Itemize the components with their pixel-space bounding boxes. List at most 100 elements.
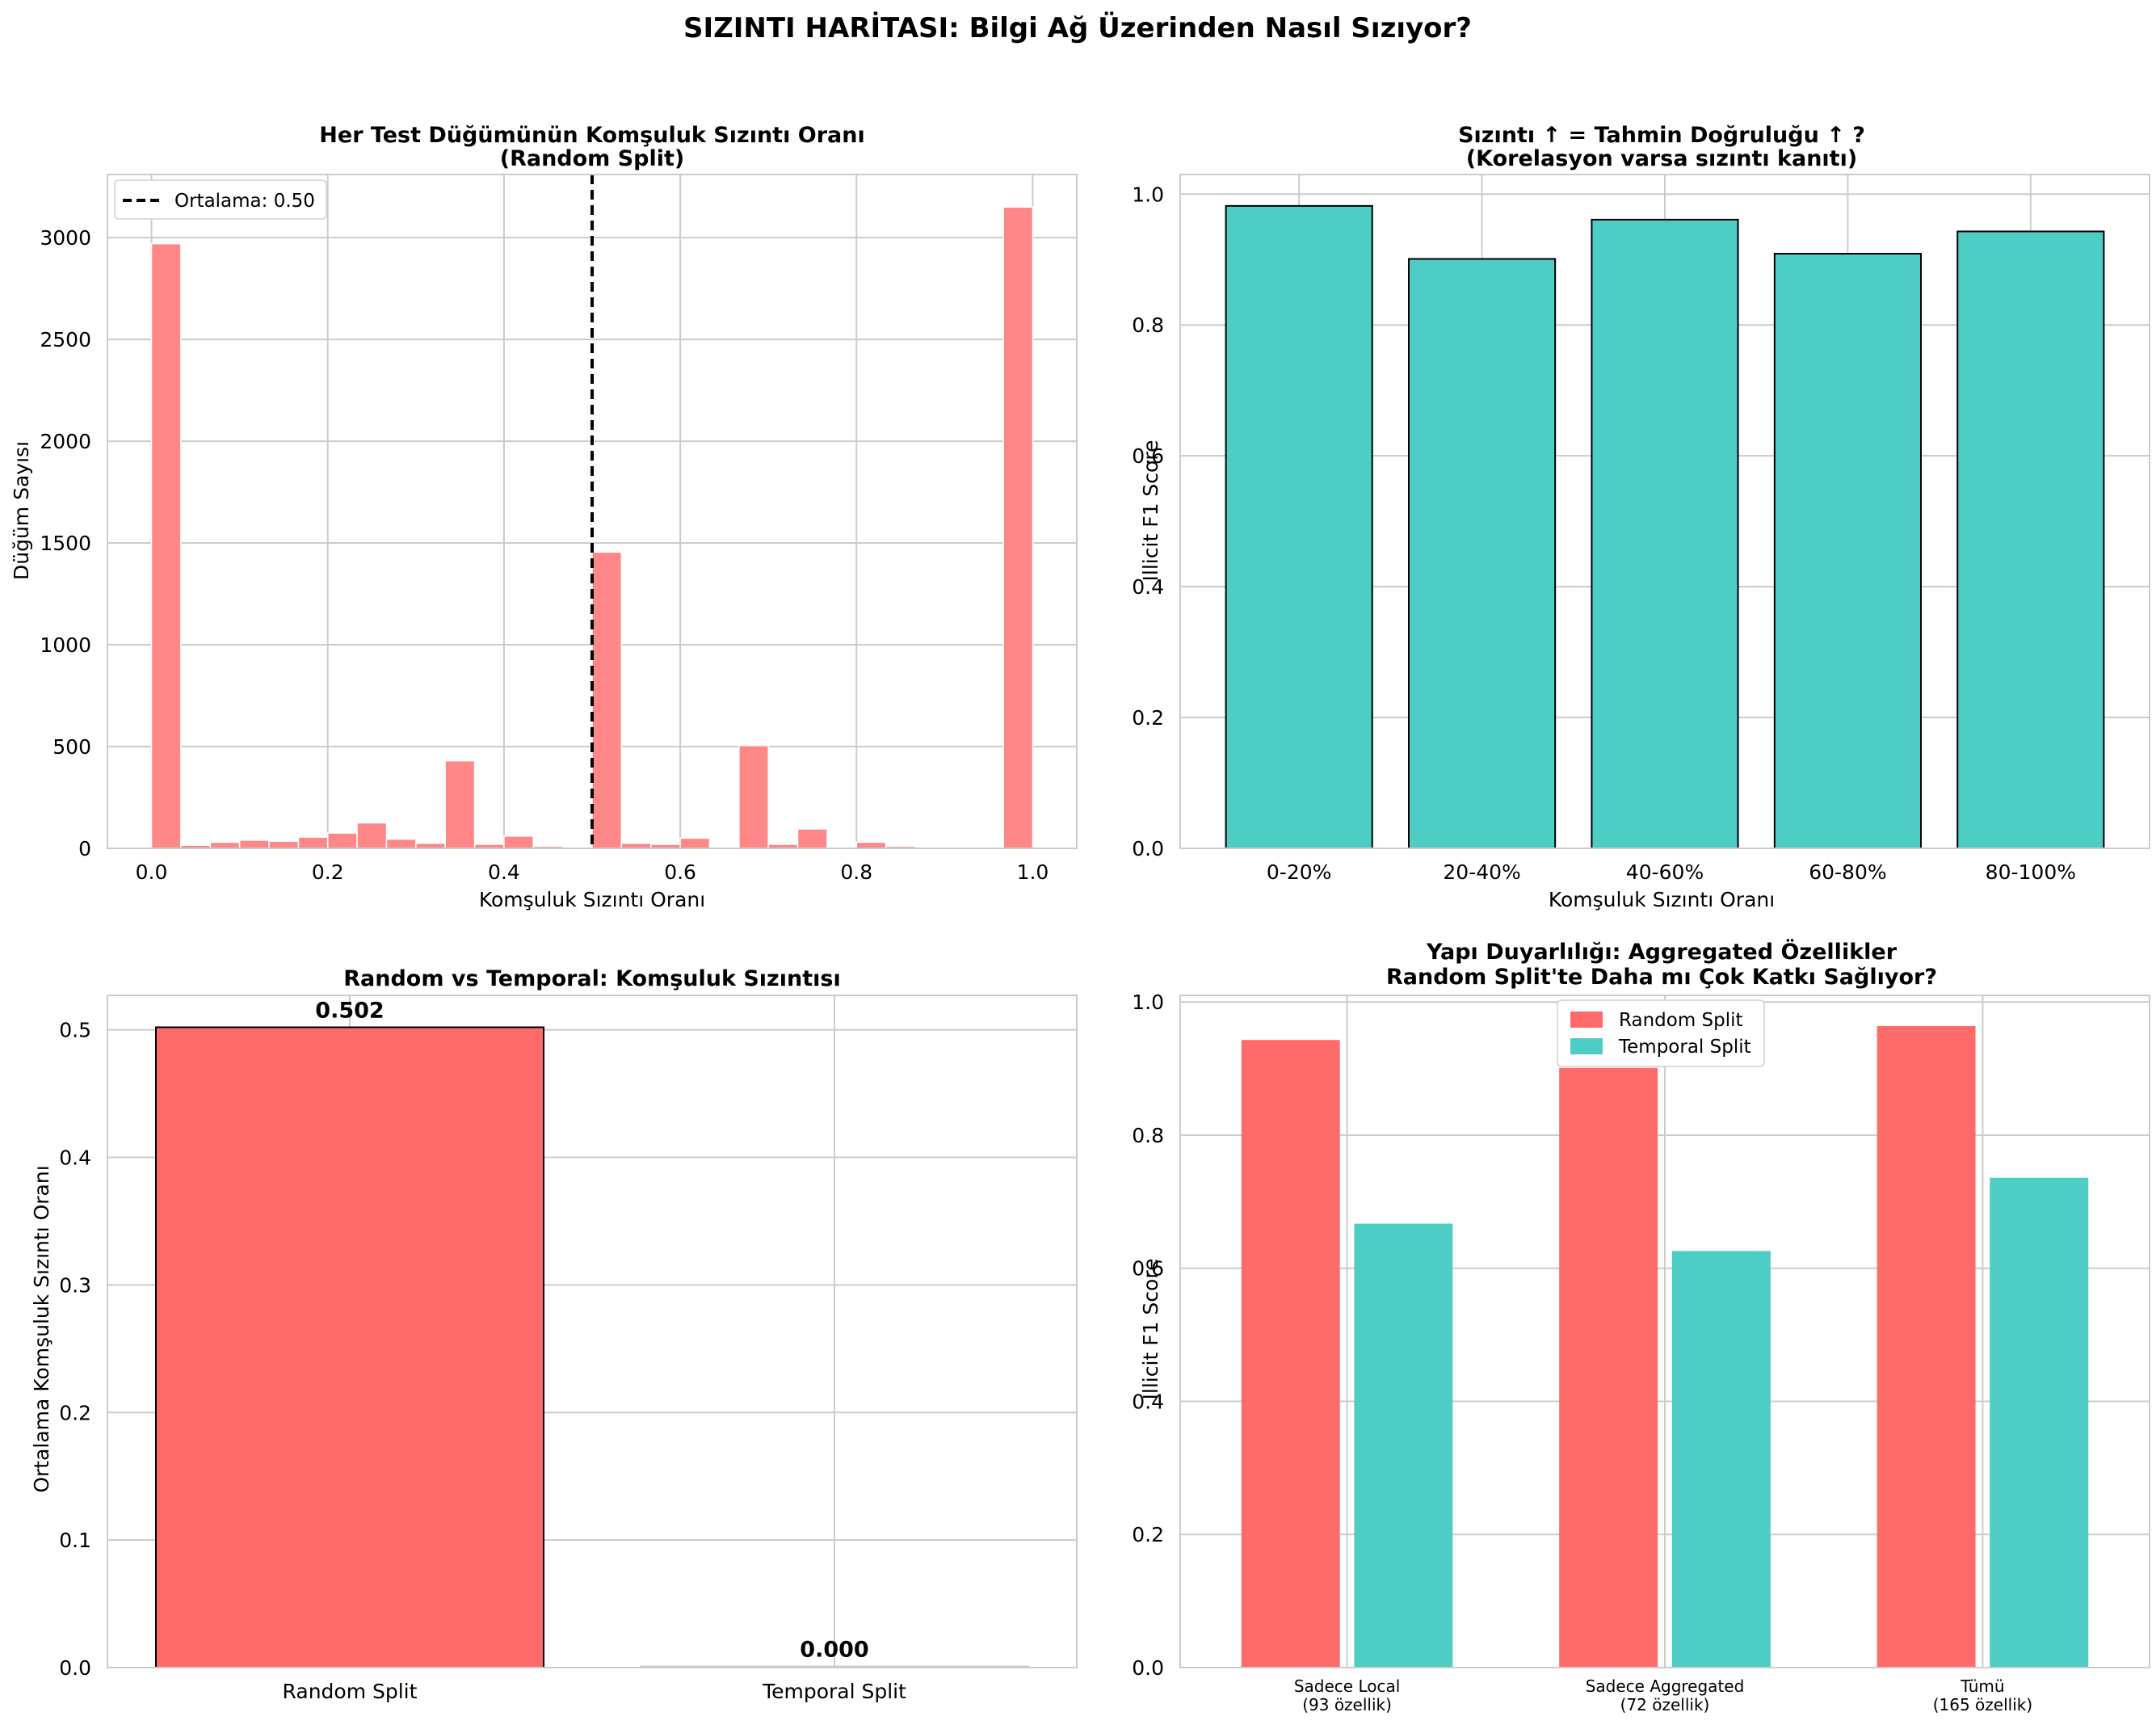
legend-box <box>114 179 327 220</box>
f1-bar <box>1591 218 1739 850</box>
y-tick-label: 0.1 <box>59 1529 91 1552</box>
y-tick-label: 1.0 <box>1132 183 1164 206</box>
y-tick-label: 0.2 <box>59 1401 91 1424</box>
histogram-bar <box>796 828 828 849</box>
mean-line-legend-label: Ortalama: 0.50 <box>174 191 315 212</box>
histogram-bar <box>385 838 417 849</box>
histogram-bar <box>238 839 270 849</box>
f1-title-line2: (Korelasyon varsa sızıntı kanıtı) <box>1466 146 1857 171</box>
x-tick-label: 60-80% <box>1809 860 1886 884</box>
plot-frame <box>1179 995 2150 1668</box>
f1-y-axis-label: Illicit F1 Score <box>1139 440 1162 582</box>
y-tick-label: 0 <box>78 837 91 860</box>
structure-bars <box>1179 995 2150 1668</box>
random-split-legend-swatch <box>1570 1012 1603 1028</box>
y-tick-label: 500 <box>53 735 91 759</box>
x-tick-label-line2: (165 özellik) <box>1933 1695 2032 1714</box>
structure-ticks: 0.0 0.2 0.4 0.6 0.8 1.0 Sadece Local(93 özelli… <box>1132 991 2032 1714</box>
rvt-ticks: 0.0 0.1 0.2 0.3 0.4 0.5 Random Split Temporal S… <box>59 1019 906 1703</box>
structure-y-axis-label: Illicit F1 Score <box>1139 1259 1162 1400</box>
x-tick-label-line1: Sadece Aggregated <box>1586 1676 1745 1696</box>
f1-ticks: 0.0 0.2 0.4 0.6 0.8 1.0 0-20% 20-40% 40-60% 60-80… <box>1132 183 2076 884</box>
temporal-split-bar <box>1990 1177 2089 1668</box>
random-vs-temporal-panel: Random vs Temporal: Komşuluk Sızıntısı 0… <box>30 966 1078 1703</box>
histogram-bar <box>150 242 182 849</box>
x-tick-label: 1.0 <box>1017 860 1049 884</box>
structure-sensitivity-panel: Yapı Duyarlılığı: Aggregated Özellikler … <box>1132 938 2150 1714</box>
histogram-bar <box>444 759 476 849</box>
histogram-bar <box>1002 206 1034 849</box>
histogram-bar <box>326 832 358 849</box>
plot-frame <box>1179 174 2150 849</box>
histogram-bar <box>679 837 711 849</box>
y-tick-label: 0.0 <box>1132 1656 1164 1680</box>
histogram-bar <box>738 745 769 849</box>
x-tick-label: 0.8 <box>840 860 872 884</box>
x-tick-label: 80-100% <box>1986 860 2076 884</box>
histogram-panel: Her Test Düğümünün Komşuluk Sızıntı Oran… <box>10 123 1078 911</box>
histogram-bar <box>209 841 241 849</box>
histogram-legend: Ortalama: 0.50 <box>114 179 327 220</box>
f1-bar <box>1956 230 2105 850</box>
y-tick-label: 0.4 <box>59 1146 91 1170</box>
y-tick-label: 1000 <box>40 633 91 657</box>
f1-bars <box>1179 174 2150 850</box>
histogram-bar <box>268 840 300 849</box>
f1-bar <box>1225 204 1373 849</box>
histogram-bars <box>150 206 1034 849</box>
temporal-split-bar <box>1671 1251 1771 1668</box>
histogram-ticks: 0 500 1000 1500 2000 2500 3000 0.0 0.2 0.4 0.6 0.8 1… <box>40 226 1049 884</box>
x-tick-label: 0.4 <box>488 860 520 884</box>
rvt-bars: 0.502 0.000 <box>107 995 1078 1669</box>
histogram-bar <box>855 841 887 849</box>
bar-value-label: 0.000 <box>800 1638 868 1663</box>
y-tick-label: 0.8 <box>1132 313 1164 337</box>
histogram-title-line1: Her Test Düğümünün Komşuluk Sızıntı Oran… <box>319 123 864 148</box>
f1-by-leakage-panel: Sızıntı ↑ = Tahmin Doğruluğu ↑ ? (Korela… <box>1132 123 2150 911</box>
random-split-legend-label: Random Split <box>1619 1010 1743 1031</box>
temporal-split-legend-swatch <box>1570 1038 1603 1054</box>
histogram-bar <box>297 836 329 849</box>
y-tick-label: 0.4 <box>1132 1390 1164 1413</box>
y-tick-label: 1500 <box>40 532 91 555</box>
x-tick-label: 20-40% <box>1443 860 1520 884</box>
structure-title-line1: Yapı Duyarlılığı: Aggregated Özellikler <box>1426 938 1898 965</box>
f1-x-axis-label: Komşuluk Sızıntı Oranı <box>1549 888 1775 911</box>
x-tick-label-line1: Sadece Local <box>1294 1676 1400 1696</box>
histogram-bar <box>591 551 623 849</box>
x-tick-label: 0-20% <box>1267 860 1332 884</box>
x-tick-label-line2: (93 özellik) <box>1302 1695 1392 1714</box>
f1-title-line1: Sızıntı ↑ = Tahmin Doğruluğu ↑ ? <box>1458 123 1865 148</box>
y-tick-label: 0.8 <box>1132 1124 1164 1147</box>
y-tick-label: 0.0 <box>59 1656 91 1680</box>
structure-legend: Random Split Temporal Split <box>1557 999 1765 1067</box>
temporal-split-bar <box>1354 1223 1453 1668</box>
figure-suptitle: SIZINTI HARİTASI: Bilgi Ağ Üzerinden Nas… <box>683 11 1472 44</box>
y-tick-label: 0.4 <box>1132 575 1164 599</box>
histogram-title-line2: (Random Split) <box>500 146 685 171</box>
y-tick-label: 2500 <box>40 328 91 351</box>
x-tick-label-line2: (72 özellik) <box>1620 1695 1710 1714</box>
histogram-overlay <box>107 174 1078 849</box>
y-tick-label: 2000 <box>40 430 91 453</box>
f1-bar <box>1408 258 1557 849</box>
x-tick-label: Temporal Split <box>762 1680 906 1703</box>
y-tick-label: 1.0 <box>1132 991 1164 1014</box>
y-tick-label: 0.0 <box>1132 837 1164 860</box>
plot-frame <box>107 995 1078 1668</box>
histogram-x-axis-label: Komşuluk Sızıntı Oranı <box>479 888 705 911</box>
x-tick-label: 0.0 <box>136 860 168 884</box>
y-tick-label: 0.3 <box>59 1273 91 1297</box>
y-tick-label: 0.2 <box>1132 706 1164 730</box>
y-tick-label: 0.2 <box>1132 1523 1164 1546</box>
plot-frame <box>107 174 1078 849</box>
temporal-split-legend-label: Temporal Split <box>1618 1037 1751 1058</box>
histogram-y-axis-label: Düğüm Sayısı <box>10 441 33 580</box>
rvt-y-axis-label: Ortalama Komşuluk Sızıntı Oranı <box>30 1165 53 1492</box>
structure-title-line2: Random Split'te Daha mı Çok Katkı Sağlıy… <box>1386 965 1937 990</box>
histogram-bar <box>503 835 534 849</box>
y-tick-label: 0.6 <box>1132 444 1164 468</box>
y-tick-label: 0.5 <box>59 1019 91 1042</box>
random-split-bar <box>1241 1040 1340 1668</box>
